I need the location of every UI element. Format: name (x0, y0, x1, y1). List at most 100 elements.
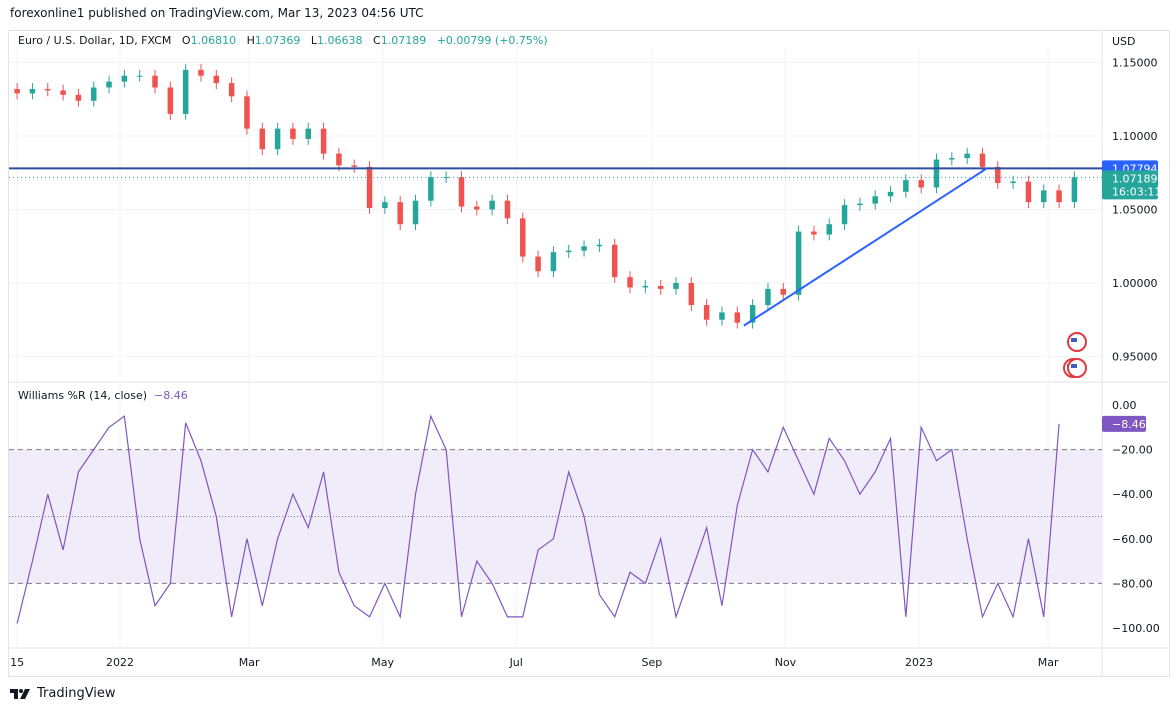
candle-body (90, 87, 97, 101)
candle-body (964, 153, 970, 159)
candle-body (1010, 181, 1016, 184)
williams-tick-label: −20.00 (1112, 444, 1153, 457)
candle-body (887, 191, 894, 197)
x-tick-label: 2022 (106, 656, 134, 669)
candle-body (29, 88, 36, 94)
candle-body (918, 180, 924, 188)
currency-label: USD (1112, 35, 1136, 48)
candle-body (872, 196, 878, 204)
candle-body (657, 285, 664, 289)
candle-body (565, 250, 572, 253)
candle-body (136, 75, 143, 77)
candle-body (504, 200, 511, 219)
candle-body (826, 224, 832, 235)
candle-body (949, 158, 955, 160)
candle-body (642, 285, 649, 288)
tradingview-logo[interactable]: TradingView (10, 686, 116, 701)
candle-body (274, 128, 281, 150)
price-tick-label: 0.95000 (1112, 351, 1158, 364)
price-tick-label: 1.05000 (1112, 204, 1158, 217)
price-tick-label: 1.15000 (1112, 57, 1158, 70)
candle-body (213, 75, 220, 84)
candle-body (979, 153, 986, 167)
candle-body (611, 244, 618, 278)
candle-body (535, 256, 541, 272)
open-value: 1.06810 (190, 34, 237, 47)
indicator-legend: Williams %R (14, close) −8.46 (18, 389, 188, 402)
williams-tick-label: −80.00 (1112, 577, 1153, 590)
x-tick-label: Mar (239, 656, 260, 669)
x-tick-label: Sep (642, 656, 663, 669)
x-tick-label: 15 (10, 656, 24, 669)
candle-body (336, 153, 342, 166)
candle-body (688, 283, 695, 306)
candle-body (474, 206, 480, 210)
candle-body (152, 75, 158, 88)
candle-body (412, 200, 419, 225)
candle-body (244, 96, 250, 129)
candle-body (581, 246, 587, 251)
open-label: O (181, 34, 191, 47)
williams-tick-label: −60.00 (1112, 533, 1153, 546)
candle-body (749, 305, 756, 323)
price-tick-label: 1.10000 (1112, 130, 1158, 143)
last-price-tag (1102, 170, 1158, 200)
candle-body (305, 128, 312, 139)
low-value: 1.06638 (317, 34, 363, 47)
candle-body (458, 177, 465, 207)
candle-body (259, 128, 266, 150)
symbol-title: Euro / U.S. Dollar, 1D, FXCM (18, 34, 172, 47)
candle-body (182, 69, 189, 114)
candle-body (14, 88, 20, 94)
candle-body (489, 200, 495, 210)
candle-body (734, 312, 741, 323)
symbol-legend: Euro / U.S. Dollar, 1D, FXCM O1.06810 H1… (18, 34, 548, 47)
candle-body (198, 69, 204, 76)
candle-body (627, 277, 633, 288)
close-value: 1.07189 (380, 34, 427, 47)
candle-body (121, 75, 128, 82)
candle-body (719, 312, 725, 320)
candle-body (520, 218, 526, 257)
publisher-info: forexonline1 published on TradingView.co… (10, 6, 424, 20)
low-label: L (310, 34, 318, 47)
price-tick-label: 1.00000 (1112, 277, 1158, 290)
close-label: C (373, 34, 381, 47)
candle-body (106, 81, 112, 88)
candle-body (811, 231, 817, 235)
bar-countdown: 16:03:11 (1112, 185, 1161, 198)
x-tick-label: May (371, 656, 394, 669)
x-tick-label: Nov (775, 656, 797, 669)
candle-body (1071, 177, 1078, 203)
candle-body (1041, 190, 1047, 203)
last-price: 1.07189 (1112, 172, 1158, 185)
trendline (743, 167, 988, 327)
candle-body (320, 128, 327, 154)
candle-body (351, 165, 357, 167)
tradingview-logo-icon (10, 688, 30, 699)
candle-body (550, 252, 557, 272)
candle-body (1056, 190, 1062, 203)
chart-frame (8, 30, 1170, 677)
candle-body (857, 203, 863, 206)
x-tick-label: Mar (1038, 656, 1059, 669)
candle-body (765, 288, 771, 306)
candle-body (780, 288, 787, 295)
candle-body (60, 90, 66, 95)
us-flag-canton (1071, 338, 1077, 342)
williams-tick-label: 0.00 (1112, 399, 1137, 412)
candle-body (841, 205, 848, 225)
high-value: 1.07369 (254, 34, 301, 47)
candle-body (45, 88, 51, 91)
indicator-name: Williams %R (14, close) (18, 389, 148, 402)
us-flag-canton (1071, 364, 1077, 368)
candle-body (290, 128, 296, 139)
candle-body (933, 159, 940, 188)
change-value: +0.00799 (+0.75%) (436, 34, 548, 47)
candle-body (596, 244, 603, 247)
candle-body (673, 283, 679, 289)
high-label: H (246, 34, 255, 47)
candle-body (382, 202, 388, 209)
candle-body (167, 87, 174, 114)
